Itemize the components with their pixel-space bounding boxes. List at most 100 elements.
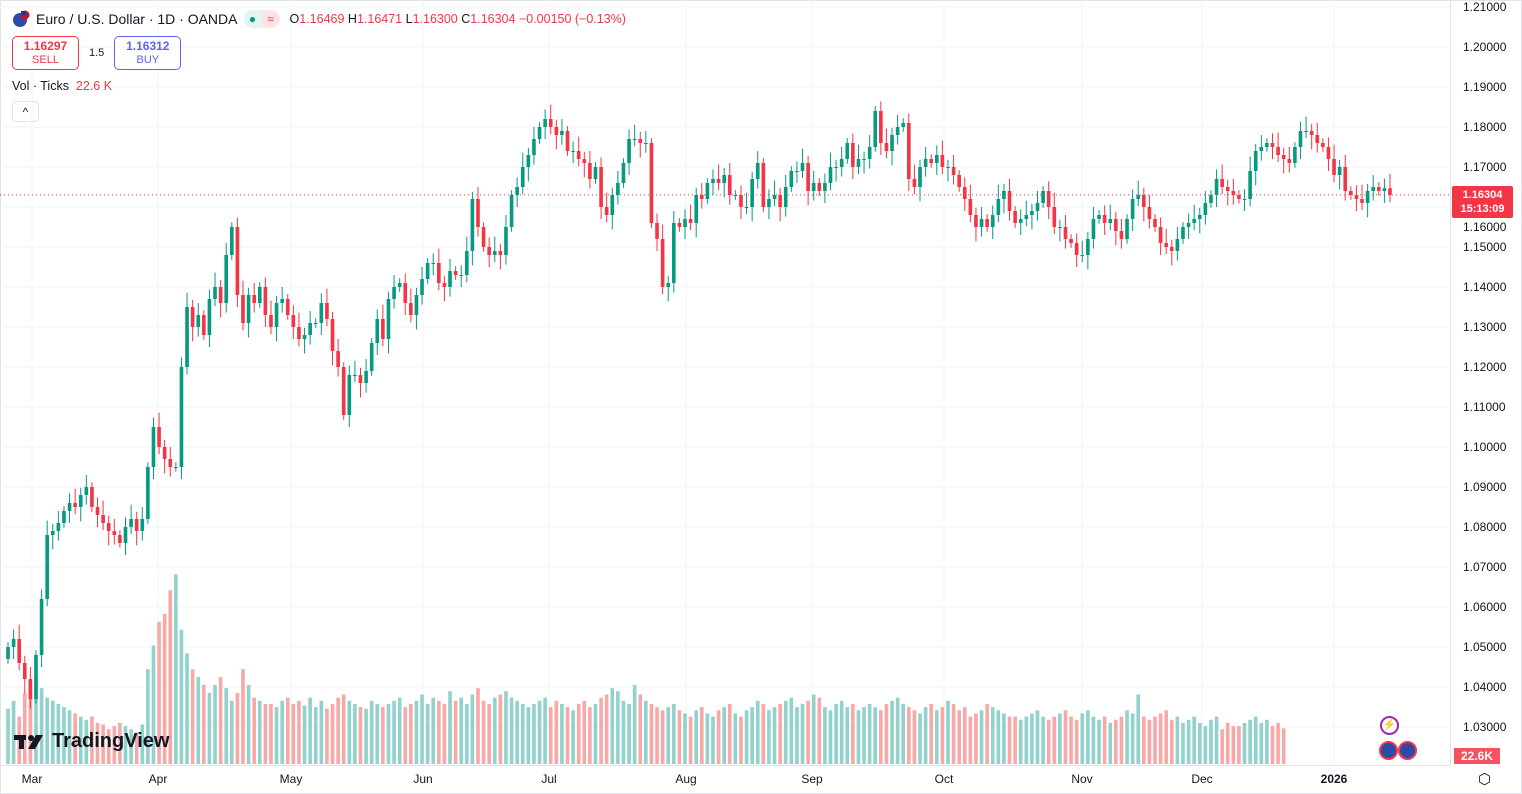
candle-body [179, 367, 184, 467]
candle-body [537, 127, 542, 139]
volume-bar [431, 697, 436, 764]
volume-bar [291, 703, 296, 764]
symbol-title[interactable]: Euro / U.S. Dollar · 1D · OANDA [36, 11, 238, 27]
volume-bar [520, 703, 525, 764]
volume-bar [1181, 722, 1185, 764]
lightning-event-icon[interactable]: ⚡ [1380, 716, 1399, 735]
volume-bar [839, 700, 844, 764]
volume-legend-label: Vol · Ticks [12, 79, 69, 93]
candle-body [375, 319, 380, 343]
candle-body [1349, 191, 1353, 195]
candle-body [341, 367, 346, 415]
volume-bar [582, 700, 587, 764]
volume-bar [1013, 716, 1017, 764]
candle-body [526, 155, 531, 167]
volume-bar [1114, 719, 1118, 764]
volume-bar [229, 700, 234, 764]
volume-bar [1108, 722, 1113, 764]
settings-icon[interactable]: ⬡ [1478, 771, 1492, 788]
volume-bar [644, 700, 648, 764]
volume-bar [34, 677, 38, 764]
volume-bar [207, 692, 212, 764]
candle-body [95, 507, 100, 515]
tradingview-logo-icon [14, 734, 43, 749]
price-axis[interactable]: 1.21000 1.20000 1.19000 1.18000 1.17000 1.160… [1450, 0, 1522, 765]
eu-event-flag-icon[interactable] [1379, 741, 1398, 760]
volume-bar [185, 653, 189, 764]
candle-body [101, 515, 105, 523]
volume-bar [1147, 719, 1152, 764]
volume-bar [50, 700, 55, 764]
candle-body [190, 307, 195, 327]
volume-bar [285, 697, 290, 764]
candle-body [923, 159, 928, 167]
volume-bar [828, 710, 833, 764]
volume-bar [733, 713, 738, 764]
eu-event-flag-icon[interactable] [1398, 741, 1417, 760]
candle-body [1186, 223, 1191, 227]
volume-bar [789, 697, 794, 764]
volume-bar [599, 697, 603, 764]
volume-bar [750, 707, 754, 764]
volume-bar [851, 703, 855, 764]
volume-bar [795, 707, 799, 764]
volume-bar [772, 707, 777, 764]
volume-bar [397, 697, 402, 764]
volume-bar [616, 691, 620, 764]
time-axis[interactable]: Mar Apr May Jun Jul Aug Sep Oct Nov Dec … [0, 765, 1491, 794]
candle-body [437, 263, 441, 283]
last-price-label: 1.16304 15:13:09 [1452, 186, 1513, 218]
volume-bar [252, 697, 257, 764]
candle-body [1326, 147, 1331, 159]
candle-body [442, 283, 447, 287]
volume-bar [778, 703, 782, 764]
candle-body [968, 199, 973, 215]
volume-bar [386, 703, 391, 764]
collapse-legend-button[interactable]: ^ [12, 101, 39, 122]
candle-body [263, 287, 268, 315]
candle-body [1080, 255, 1085, 256]
candle-body [224, 255, 229, 303]
y-tick-label: 1.20000 [1463, 40, 1507, 54]
candle-body [739, 195, 743, 207]
volume-bar [151, 645, 156, 764]
candle-body [168, 459, 173, 467]
candle-body [1298, 131, 1303, 147]
candle-body [1141, 195, 1146, 207]
candle-body [588, 163, 592, 179]
candle-body [1158, 227, 1163, 243]
candle-body [162, 447, 167, 459]
price-chart-plot[interactable] [0, 0, 1450, 765]
volume-bar [274, 707, 279, 764]
volume-bar [604, 694, 609, 764]
volume-bar [1141, 716, 1146, 764]
volume-bar [845, 707, 850, 764]
volume-bar [409, 703, 413, 764]
volume-bar [313, 707, 318, 764]
candle-body [851, 143, 855, 167]
candle-body [487, 247, 492, 255]
candle-body [369, 343, 374, 371]
candle-body [1315, 135, 1320, 143]
candle-body [392, 287, 396, 299]
volume-bar [190, 669, 195, 764]
candle-body [414, 295, 419, 315]
buy-button[interactable]: 1.16312 BUY [114, 36, 182, 70]
volume-bar [302, 705, 307, 764]
candle-body [218, 287, 223, 303]
candle-body [722, 175, 726, 183]
buy-price: 1.16312 [126, 39, 170, 53]
candle-body [1046, 191, 1051, 207]
candle-body [90, 487, 94, 507]
volume-bar [873, 707, 878, 764]
candle-body [705, 183, 710, 199]
volume-bar [990, 707, 995, 764]
candle-body [660, 239, 665, 287]
tradingview-logo[interactable]: TradingView [14, 730, 169, 753]
sell-button[interactable]: 1.16297 SELL [12, 36, 79, 70]
candle-body [476, 199, 480, 227]
volume-bar [1158, 713, 1163, 764]
volume-bar [968, 716, 973, 764]
market-status-badge[interactable]: ● ≈ [243, 10, 280, 28]
candle-body [302, 335, 307, 339]
